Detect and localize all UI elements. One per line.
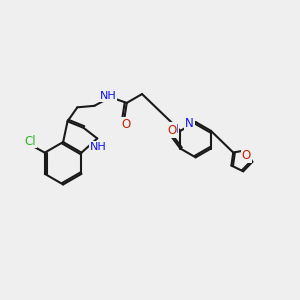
Text: N: N — [169, 123, 178, 136]
Text: NH: NH — [100, 91, 117, 101]
Text: O: O — [242, 149, 251, 162]
Text: Cl: Cl — [24, 134, 36, 148]
Text: NH: NH — [90, 142, 107, 152]
Text: O: O — [167, 124, 176, 137]
Text: O: O — [121, 118, 130, 130]
Text: N: N — [185, 117, 194, 130]
